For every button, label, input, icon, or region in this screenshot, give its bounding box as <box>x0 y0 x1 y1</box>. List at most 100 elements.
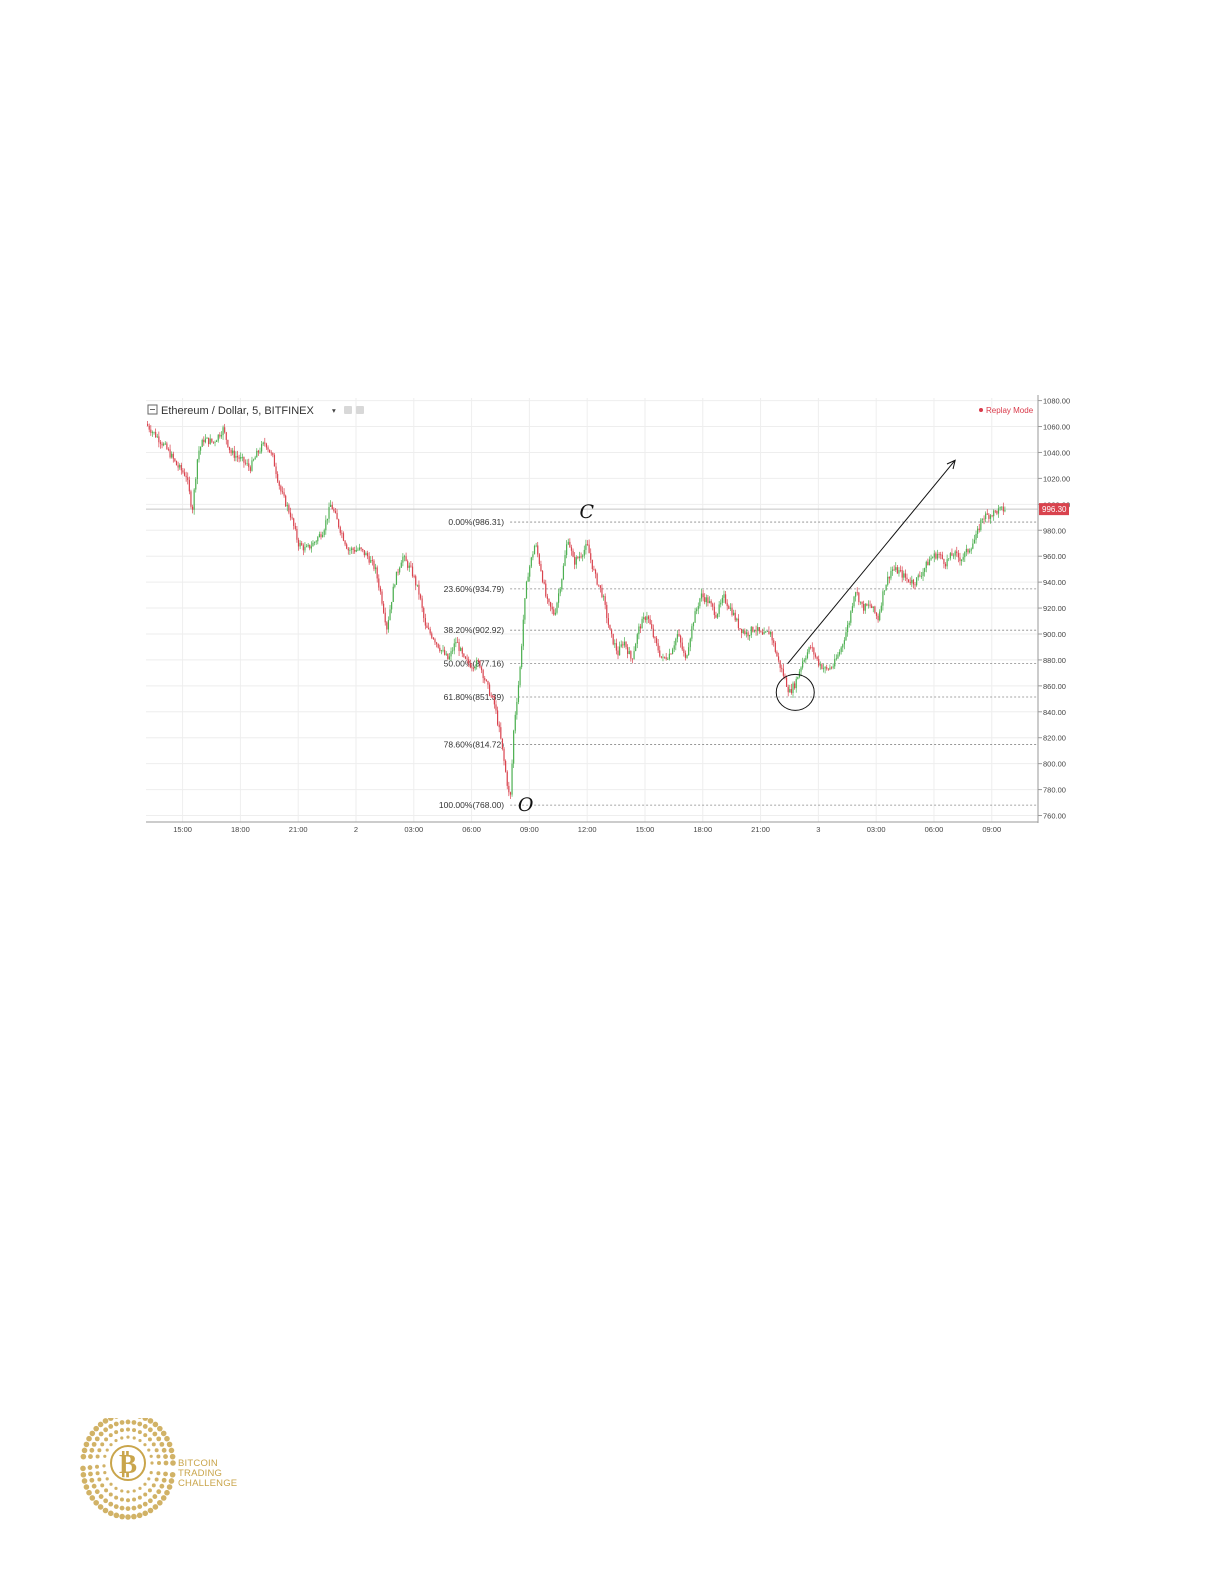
symbol-title[interactable]: Ethereum / Dollar, 5, BITFINEX <box>161 405 314 417</box>
candle-body <box>877 615 879 621</box>
candle-body <box>153 431 155 433</box>
logo-dot <box>157 1499 163 1506</box>
candle-body <box>765 631 767 633</box>
candle-body <box>999 507 1001 509</box>
logo-dot <box>120 1489 124 1493</box>
candle-body <box>654 637 656 639</box>
logo-dot <box>143 1443 147 1447</box>
candle-body <box>936 553 939 559</box>
logo-dot <box>147 1477 151 1481</box>
candle-body <box>344 540 346 545</box>
candle-body <box>795 679 797 689</box>
symbol-dropdown-icon[interactable]: ▾ <box>332 406 336 415</box>
candle-body <box>561 579 563 590</box>
replay-mode-label[interactable]: Replay Mode <box>986 406 1034 415</box>
candle-body <box>400 562 402 568</box>
candle-body <box>317 537 319 542</box>
candle-body <box>318 534 320 538</box>
candle-body <box>681 642 683 650</box>
logo-dot <box>147 1488 152 1493</box>
candle-body <box>752 626 754 632</box>
candle-body <box>901 570 903 578</box>
logo-dot <box>97 1477 102 1482</box>
candle-body <box>174 458 176 461</box>
logo-dot <box>131 1513 137 1520</box>
candle-body <box>614 643 616 645</box>
candle-body <box>427 627 430 630</box>
logo-dot <box>114 1486 118 1490</box>
logo-dot <box>136 1413 143 1419</box>
candle-body <box>667 659 669 660</box>
current-price-label: 996.30 <box>1042 505 1067 514</box>
candle-body <box>538 554 540 565</box>
x-tick-label: 12:00 <box>578 825 597 834</box>
candle-body <box>641 618 643 629</box>
candle-body <box>670 653 672 655</box>
candle-body <box>692 622 695 627</box>
candle-body <box>254 457 256 460</box>
candle-body <box>164 443 166 445</box>
candle-body <box>671 649 674 655</box>
candle-body <box>948 558 950 560</box>
candle-body <box>545 583 547 597</box>
candle-body <box>769 631 772 635</box>
candle-body <box>840 647 842 652</box>
candle-body <box>278 481 280 486</box>
candle-body <box>522 619 524 647</box>
candle-body <box>421 598 423 608</box>
candle-body <box>208 437 210 445</box>
candle-body <box>444 649 446 655</box>
candle-body <box>782 668 784 676</box>
candle-body <box>570 547 573 551</box>
bitcoin-symbol-icon: ₿ <box>119 1449 137 1479</box>
candle-body <box>758 627 760 632</box>
candle-body <box>463 653 465 657</box>
candle-body <box>623 641 626 646</box>
logo-dot <box>94 1489 100 1495</box>
candle-body <box>309 544 311 549</box>
candle-body <box>535 545 537 547</box>
collapse-icon[interactable] <box>147 404 158 415</box>
candle-body <box>888 576 890 579</box>
candle-body <box>655 638 658 644</box>
candle-body <box>432 637 434 640</box>
candle-body <box>305 546 308 548</box>
candle-body <box>203 440 205 443</box>
candle-body <box>591 559 593 570</box>
candle-body <box>859 601 862 603</box>
candle-body <box>558 593 560 603</box>
logo-dot <box>103 1470 107 1475</box>
candle-body <box>415 576 417 586</box>
candle-body <box>631 658 634 660</box>
candle-body <box>392 586 394 602</box>
logo-dot <box>114 1495 119 1500</box>
candle-body <box>289 512 292 518</box>
logo-dot <box>163 1460 169 1466</box>
logo-dot <box>147 1437 152 1442</box>
candle-body <box>464 656 467 659</box>
candle-body <box>663 656 666 658</box>
candle-body <box>171 453 173 458</box>
logo-dot <box>157 1425 163 1432</box>
candle-body <box>673 645 675 650</box>
candle-body <box>252 459 255 461</box>
candle-body <box>639 626 642 629</box>
candle-body <box>304 546 306 551</box>
candle-body <box>256 450 258 458</box>
candle-body <box>445 653 447 655</box>
candle-body <box>498 724 500 728</box>
candle-body <box>240 457 242 459</box>
candle-body <box>167 449 170 450</box>
remove-icon[interactable] <box>356 406 364 414</box>
candle-body <box>660 656 662 658</box>
candle-body <box>850 611 852 623</box>
logo-dot <box>161 1447 167 1453</box>
candle-body <box>914 584 916 586</box>
logo-dot <box>98 1431 104 1437</box>
candle-body <box>360 547 362 550</box>
candle-body <box>158 436 160 443</box>
settings-icon[interactable] <box>344 406 352 414</box>
candle-body <box>704 597 706 603</box>
logo-dot <box>100 1442 105 1447</box>
candle-body <box>792 683 794 694</box>
